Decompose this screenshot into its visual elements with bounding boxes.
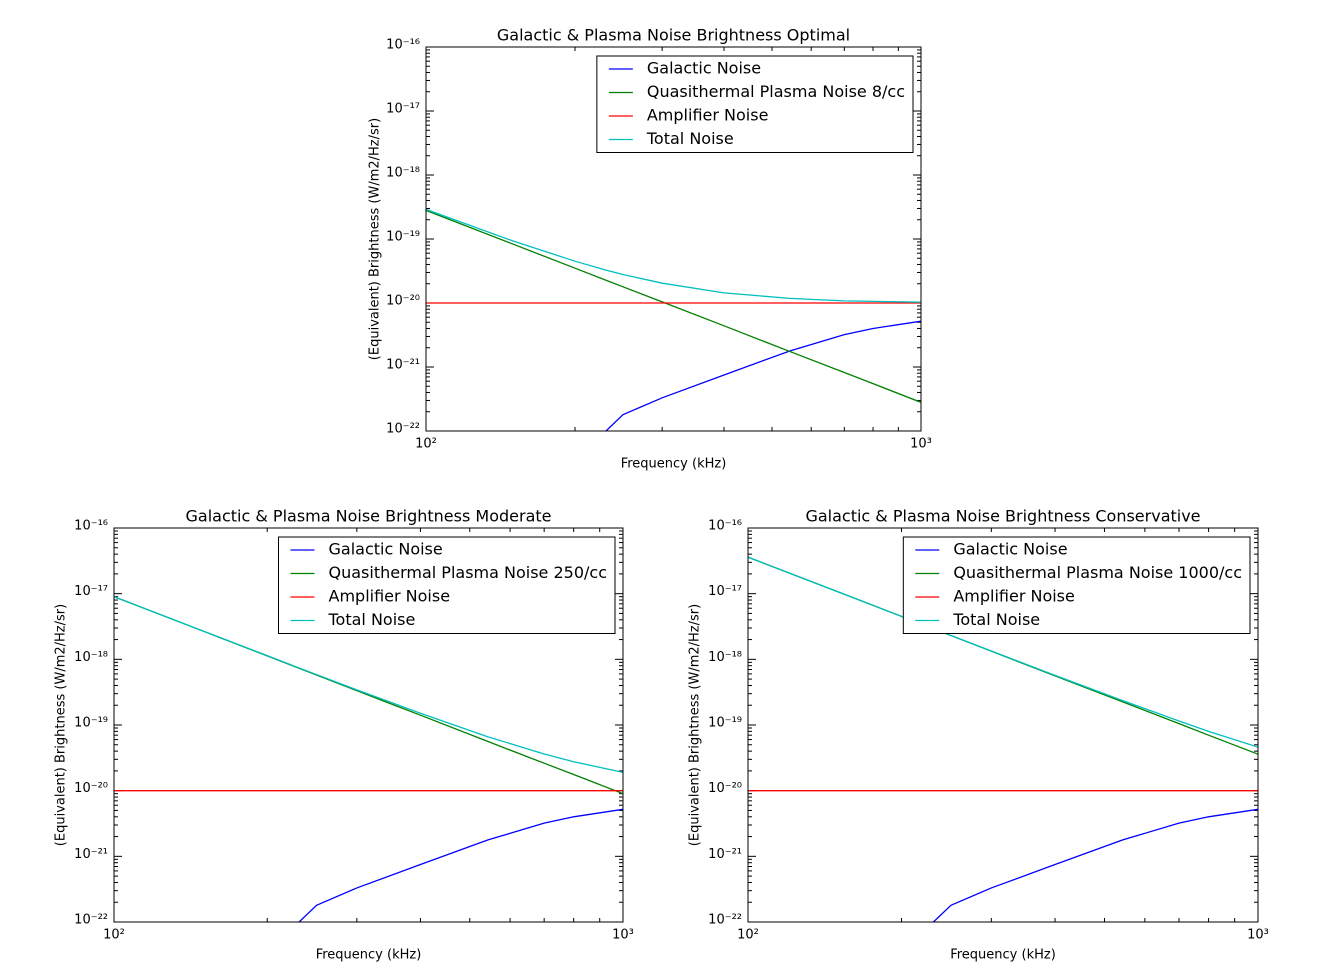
subplot: Galactic & Plasma Noise Brightness Conse… bbox=[688, 507, 1269, 963]
y-tick-label: 10⁻¹⁷ bbox=[708, 584, 742, 599]
legend-text: Total Noise bbox=[952, 610, 1040, 629]
plot-frame bbox=[747, 527, 1259, 923]
legend: Galactic Noise Quasithermal Plasma Noise … bbox=[902, 536, 1251, 634]
legend-text: Galactic Noise bbox=[329, 540, 443, 559]
plot-frame bbox=[113, 527, 624, 923]
y-tick-label: 10⁻²² bbox=[708, 913, 742, 928]
y-tick-label: 10⁻²² bbox=[74, 913, 108, 928]
y-axis-label: (Equivalent) Brightness (W/m2/Hz/sr) bbox=[54, 604, 69, 846]
y-tick-label: 10⁻¹⁷ bbox=[74, 584, 108, 599]
x-axis-label: Frequency (kHz) bbox=[316, 948, 422, 963]
legend-text: Galactic Noise bbox=[953, 540, 1067, 559]
x-tick-label: 10³ bbox=[1247, 928, 1269, 943]
legend-text: Amplifier Noise bbox=[953, 587, 1075, 606]
legend-text: Galactic Noise bbox=[647, 59, 761, 78]
x-tick-label: 10² bbox=[415, 437, 437, 452]
y-tick-label: 10⁻²¹ bbox=[386, 358, 420, 373]
legend-frame bbox=[902, 536, 1251, 634]
y-tick-label: 10⁻¹⁸ bbox=[386, 166, 420, 181]
legend-frame bbox=[596, 55, 914, 153]
y-tick-label: 10⁻²⁰ bbox=[74, 781, 108, 796]
y-tick-label: 10⁻¹⁹ bbox=[74, 716, 108, 731]
legend: Galactic Noise Quasithermal Plasma Noise … bbox=[278, 536, 616, 634]
y-axis-label: (Equivalent) Brightness (W/m2/Hz/sr) bbox=[688, 604, 703, 846]
y-tick-label: 10⁻¹⁸ bbox=[74, 650, 108, 665]
y-tick-label: 10⁻¹⁷ bbox=[386, 102, 420, 117]
series-line bbox=[748, 556, 1258, 748]
plot-frame bbox=[425, 46, 922, 432]
x-tick-label: 10² bbox=[103, 928, 125, 943]
series-line bbox=[114, 596, 623, 773]
y-tick-label: 10⁻¹⁶ bbox=[708, 519, 742, 534]
x-axis-label: Frequency (kHz) bbox=[950, 948, 1056, 963]
x-axis-label: Frequency (kHz) bbox=[621, 457, 727, 472]
x-tick-label: 10³ bbox=[910, 437, 932, 452]
legend-frame bbox=[278, 536, 616, 634]
legend-text: Amplifier Noise bbox=[329, 587, 451, 606]
series-line bbox=[426, 209, 921, 403]
y-tick-label: 10⁻²¹ bbox=[708, 847, 742, 862]
x-tick-label: 10³ bbox=[612, 928, 634, 943]
legend-text: Total Noise bbox=[328, 610, 416, 629]
series-line bbox=[426, 208, 921, 303]
y-tick-label: 10⁻¹⁶ bbox=[74, 519, 108, 534]
y-tick-label: 10⁻¹⁹ bbox=[708, 716, 742, 731]
series-line bbox=[932, 808, 1258, 922]
subplot: Galactic & Plasma Noise Brightness Optim… bbox=[368, 26, 932, 472]
y-tick-label: 10⁻²⁰ bbox=[386, 294, 420, 309]
y-tick-label: 10⁻¹⁶ bbox=[386, 38, 420, 53]
legend-text: Total Noise bbox=[646, 129, 734, 148]
legend: Galactic Noise Quasithermal Plasma Noise … bbox=[596, 55, 914, 153]
y-tick-label: 10⁻²² bbox=[386, 422, 420, 437]
y-tick-label: 10⁻²¹ bbox=[74, 847, 108, 862]
y-axis-label: (Equivalent) Brightness (W/m2/Hz/sr) bbox=[368, 118, 383, 360]
chart-title: Galactic & Plasma Noise Brightness Conse… bbox=[805, 507, 1200, 526]
legend-text: Amplifier Noise bbox=[647, 106, 769, 125]
x-tick-label: 10² bbox=[737, 928, 759, 943]
series-line bbox=[298, 808, 623, 922]
y-tick-label: 10⁻¹⁹ bbox=[386, 230, 420, 245]
subplot: Galactic & Plasma Noise Brightness Moder… bbox=[54, 507, 634, 963]
series-line bbox=[605, 320, 921, 431]
legend-text: Quasithermal Plasma Noise 8/cc bbox=[647, 82, 905, 101]
y-tick-label: 10⁻¹⁸ bbox=[708, 650, 742, 665]
legend-text: Quasithermal Plasma Noise 1000/cc bbox=[953, 563, 1242, 582]
chart-title: Galactic & Plasma Noise Brightness Moder… bbox=[186, 507, 552, 526]
legend-text: Quasithermal Plasma Noise 250/cc bbox=[329, 563, 608, 582]
y-tick-label: 10⁻²⁰ bbox=[708, 781, 742, 796]
chart-title: Galactic & Plasma Noise Brightness Optim… bbox=[497, 26, 850, 45]
